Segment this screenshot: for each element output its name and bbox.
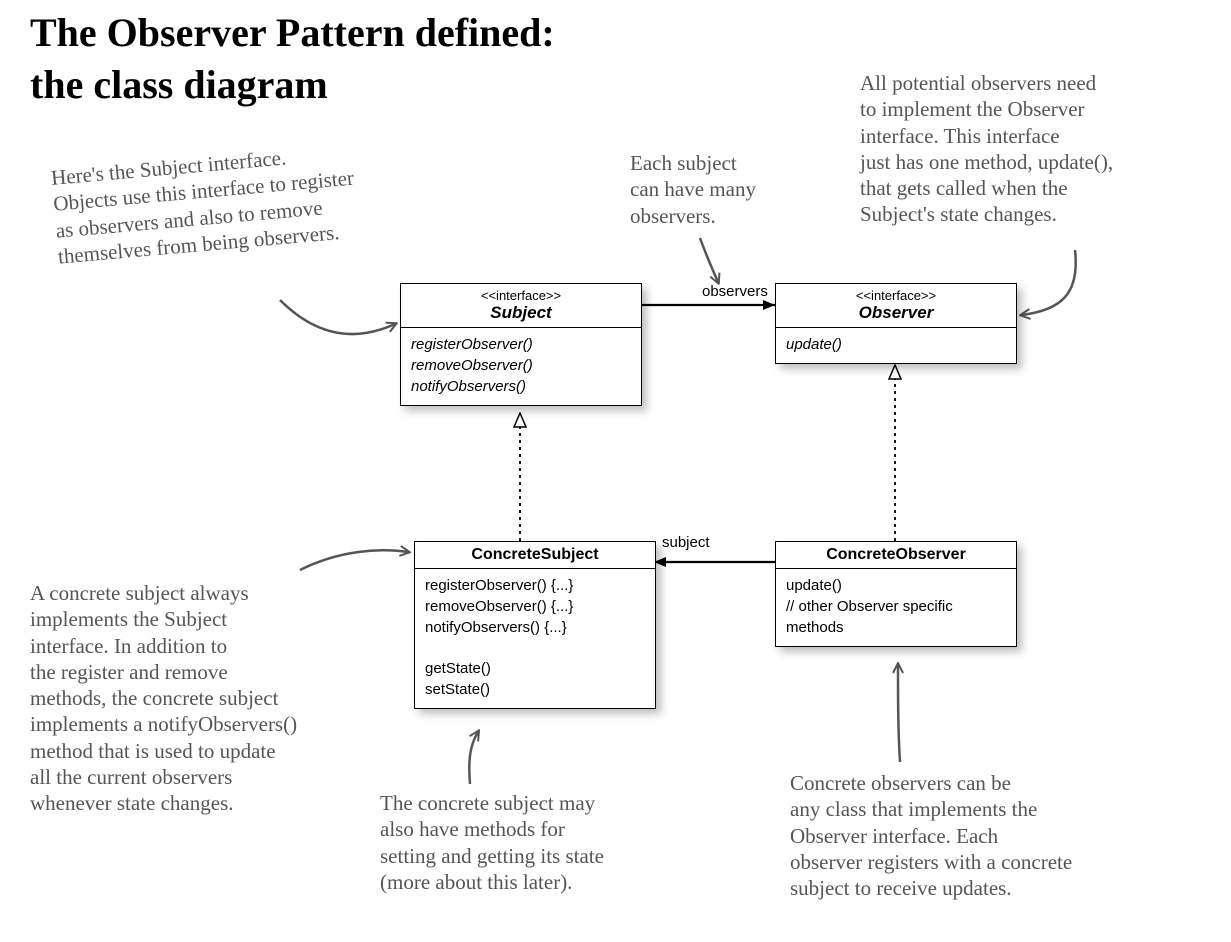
class-subject-name: Subject bbox=[407, 303, 635, 323]
method-spacer bbox=[425, 638, 645, 658]
note-arrow-subject bbox=[280, 300, 395, 334]
method: notifyObservers() {...} bbox=[425, 617, 645, 638]
note-get-set-state: The concrete subject may also have metho… bbox=[380, 790, 720, 895]
method: setState() bbox=[425, 679, 645, 700]
note-arrow-concsubject bbox=[300, 550, 408, 570]
method: update() bbox=[786, 575, 1006, 596]
class-observer-stereotype: <<interface>> bbox=[782, 288, 1010, 303]
method: notifyObservers() bbox=[411, 376, 631, 397]
note-many-observers: Each subject can have many observers. bbox=[630, 150, 830, 229]
page-title-line1: The Observer Pattern defined: bbox=[30, 10, 555, 56]
method: removeObserver() {...} bbox=[425, 596, 645, 617]
method: getState() bbox=[425, 658, 645, 679]
note-arrow-concobserver bbox=[898, 665, 900, 762]
method: registerObserver() bbox=[411, 334, 631, 355]
class-subject-stereotype: <<interface>> bbox=[407, 288, 635, 303]
class-concrete-observer-name: ConcreteObserver bbox=[782, 546, 1010, 564]
class-concrete-subject-name: ConcreteSubject bbox=[421, 546, 649, 564]
page-title-line2: the class diagram bbox=[30, 62, 328, 108]
note-subject-interface: Here's the Subject interface. Objects us… bbox=[50, 134, 418, 270]
note-arrow-observer bbox=[1022, 250, 1076, 315]
note-arrow-getset bbox=[469, 732, 478, 784]
class-concrete-observer: ConcreteObserver update() // other Obser… bbox=[775, 541, 1017, 647]
class-concrete-subject: ConcreteSubject registerObserver() {...}… bbox=[414, 541, 656, 709]
class-subject: <<interface>> Subject registerObserver()… bbox=[400, 283, 642, 406]
note-concrete-subject: A concrete subject always implements the… bbox=[30, 580, 370, 816]
class-observer-name: Observer bbox=[782, 303, 1010, 323]
rel-label-subject: subject bbox=[662, 534, 710, 551]
note-arrow-many bbox=[700, 238, 718, 282]
method: registerObserver() {...} bbox=[425, 575, 645, 596]
method: removeObserver() bbox=[411, 355, 631, 376]
diagram-canvas: { "title": { "line1": "The Observer Patt… bbox=[0, 0, 1231, 942]
note-concrete-observer: Concrete observers can be any class that… bbox=[790, 770, 1170, 901]
note-observer-interface: All potential observers need to implemen… bbox=[860, 70, 1210, 228]
method: methods bbox=[786, 617, 1006, 638]
class-observer: <<interface>> Observer update() bbox=[775, 283, 1017, 364]
rel-label-observers: observers bbox=[702, 283, 768, 300]
method: // other Observer specific bbox=[786, 596, 1006, 617]
method: update() bbox=[786, 334, 1006, 355]
